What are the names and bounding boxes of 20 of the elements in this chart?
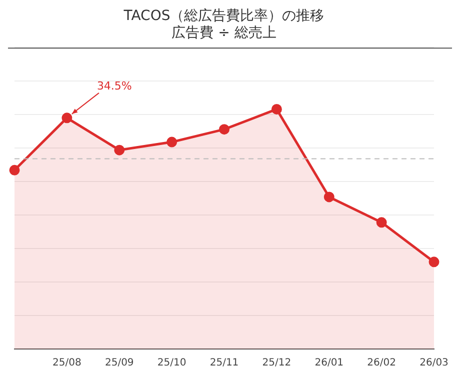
- point: [166, 136, 178, 148]
- point: [62, 112, 72, 124]
- x-tick-label: 26/03: [420, 358, 448, 369]
- point: [376, 217, 387, 228]
- x-tick-label: 26/01: [314, 358, 344, 369]
- point: [271, 104, 282, 114]
- data-label: 34.5%: [96, 79, 132, 92]
- chart-subtitle: 広告費 ÷ 総売上: [172, 24, 276, 41]
- point: [114, 144, 125, 156]
- point: [9, 164, 20, 176]
- point: [428, 256, 440, 268]
- point: [219, 124, 230, 135]
- x-tick-label: 25/08: [52, 358, 82, 369]
- x-tick-label: 25/11: [210, 358, 239, 369]
- point: [324, 192, 334, 202]
- x-tick-label: 25/12: [262, 358, 292, 369]
- x-tick-label: 25/09: [104, 358, 134, 369]
- x-tick-label: 25/10: [157, 358, 186, 369]
- chart-title: TACOS（総広告費比率）の推移: [122, 8, 324, 24]
- x-tick-label: 26/02: [367, 358, 396, 369]
